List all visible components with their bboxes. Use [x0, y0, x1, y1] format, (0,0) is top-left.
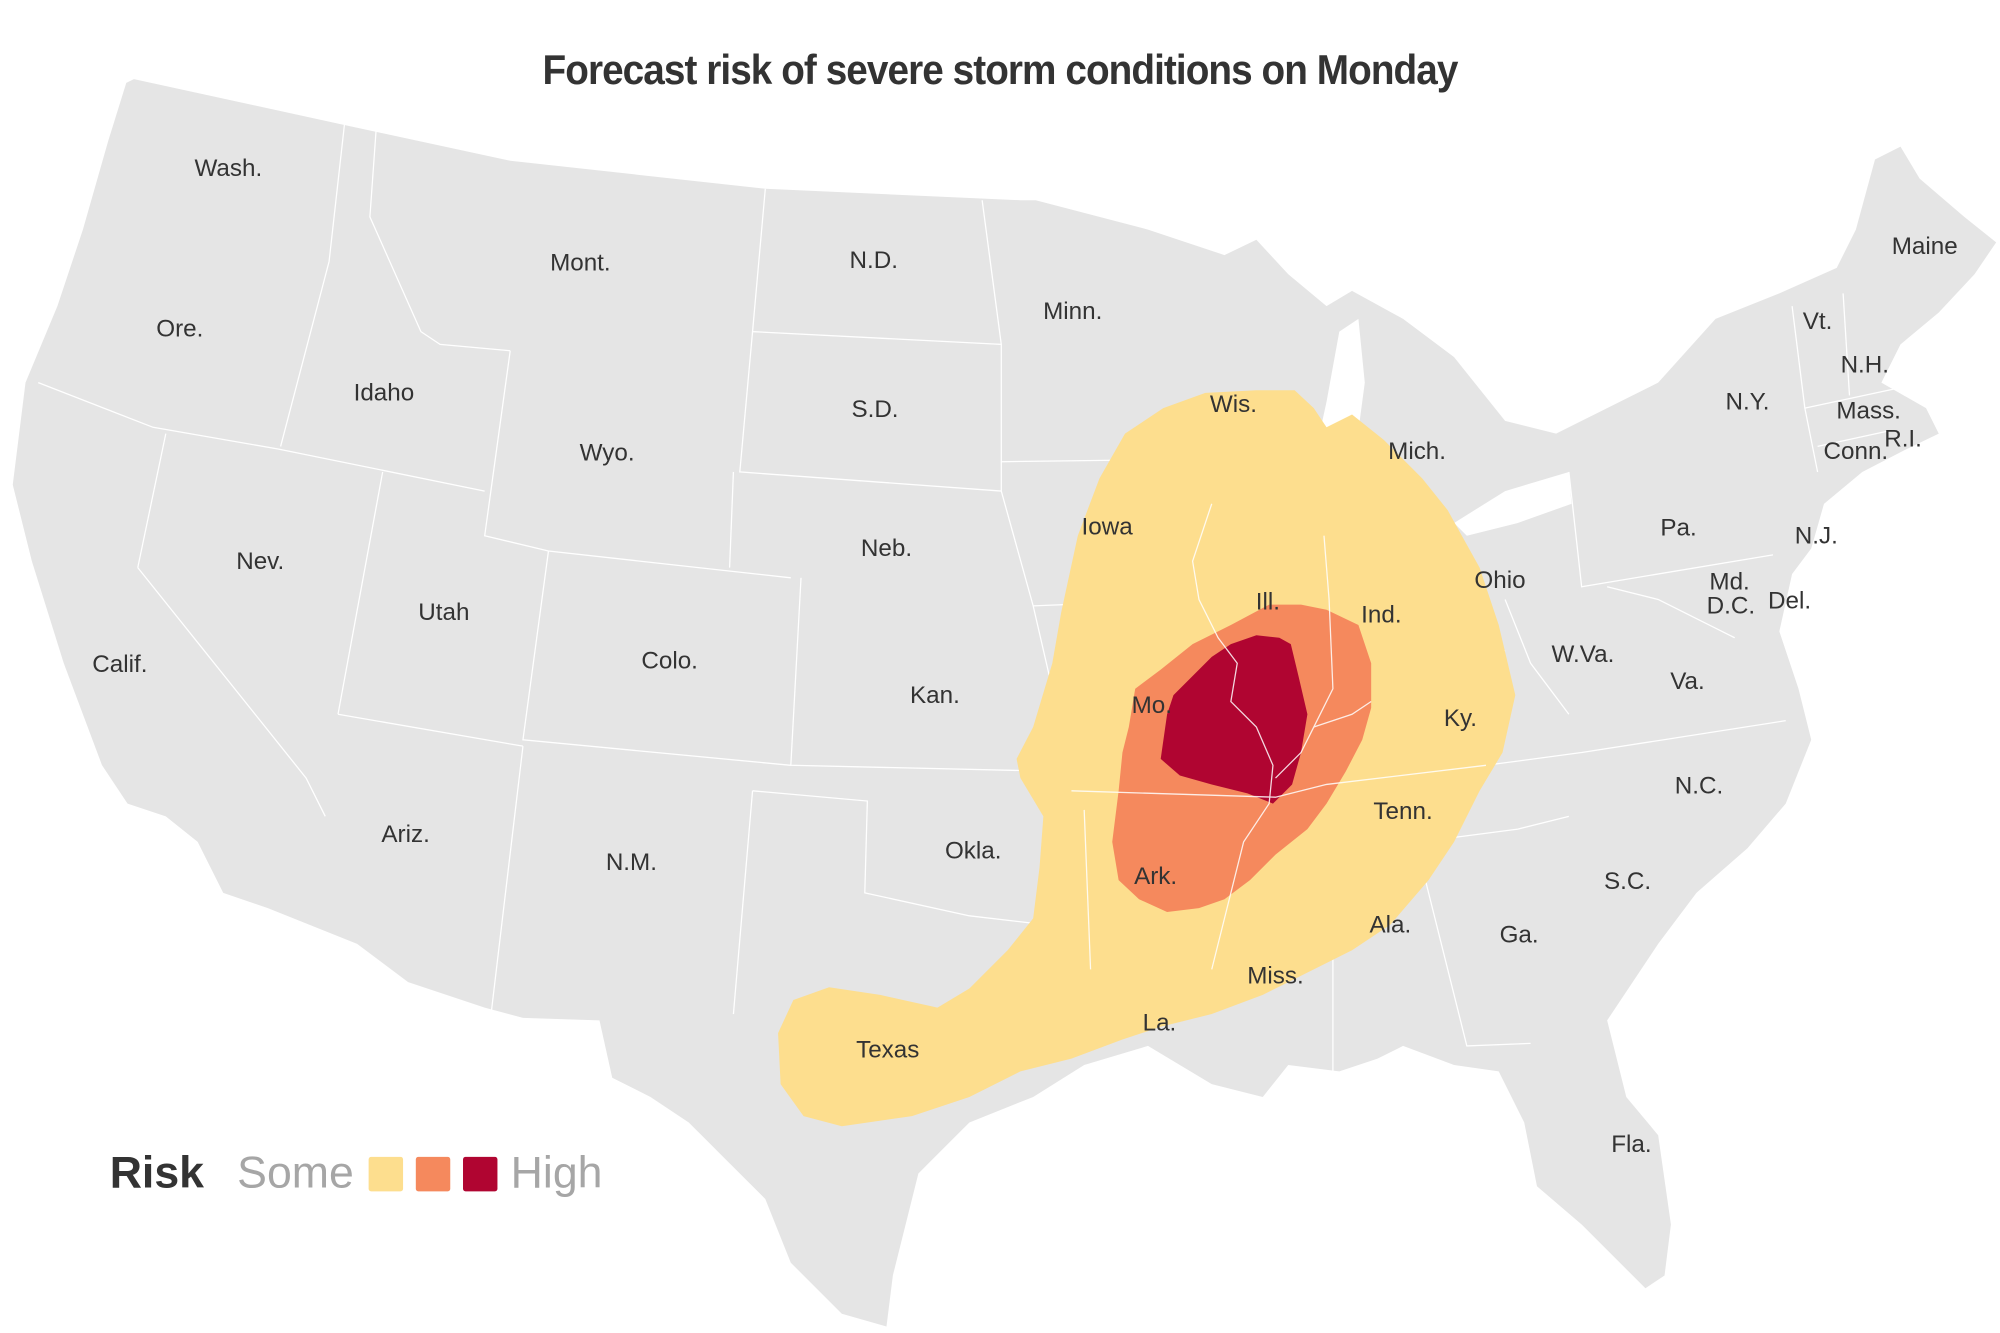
legend-swatch-medium [416, 1156, 451, 1191]
state-label: Ala. [1369, 911, 1411, 938]
legend-low-label: Some [237, 1147, 354, 1198]
state-label: Wyo. [580, 439, 635, 466]
state-label: Colo. [641, 647, 698, 674]
state-label: Md. [1709, 568, 1749, 595]
legend-high-label: High [510, 1147, 603, 1198]
risk-legend: Risk Some High [110, 1148, 603, 1199]
state-label: Ariz. [381, 821, 429, 848]
state-label: S.C. [1604, 868, 1651, 895]
state-label: Mich. [1388, 438, 1446, 465]
state-label: N.H. [1841, 351, 1889, 378]
state-label: Iowa [1082, 513, 1134, 540]
state-label: Mont. [550, 249, 611, 276]
state-label: Texas [856, 1036, 919, 1063]
us-landmass [12, 79, 1997, 1327]
state-label: Ind. [1361, 601, 1401, 628]
state-label: Kan. [910, 682, 960, 709]
state-label: Fla. [1611, 1131, 1651, 1158]
state-label: Del. [1768, 587, 1811, 614]
state-label: Nev. [236, 548, 284, 575]
state-label: Calif. [92, 651, 147, 678]
state-label: Ill. [1256, 589, 1280, 616]
state-label: Wash. [194, 155, 262, 182]
state-label: Va. [1670, 668, 1705, 695]
lake-erie-area [1454, 471, 1572, 536]
legend-title: Risk [109, 1147, 205, 1198]
chart-title: Forecast risk of severe storm conditions… [542, 45, 1459, 94]
state-label: Ga. [1500, 922, 1539, 949]
state-label: N.J. [1795, 522, 1838, 549]
state-label: S.D. [851, 396, 898, 423]
state-label: Minn. [1043, 298, 1102, 325]
legend-swatch-some [369, 1156, 404, 1191]
state-label: Ohio [1474, 567, 1525, 594]
state-label: Conn. [1824, 438, 1889, 465]
state-label: Idaho [354, 380, 415, 407]
state-labels: Wash. Ore. Calif. Idaho Nev. Mont. Wyo. Utah Ari… [92, 155, 1957, 1158]
state-label: Mo. [1132, 692, 1172, 719]
state-label: R.I. [1884, 425, 1922, 452]
state-label: Vt. [1803, 308, 1833, 335]
legend-swatch-high [463, 1156, 498, 1191]
state-label: La. [1143, 1010, 1177, 1037]
state-label: Tenn. [1373, 798, 1432, 825]
state-label: Okla. [945, 837, 1002, 864]
state-label: Neb. [861, 535, 912, 562]
state-label: Pa. [1660, 515, 1696, 542]
state-label: Utah [418, 599, 469, 626]
state-label: Ore. [156, 316, 203, 343]
state-label: Ark. [1134, 863, 1177, 890]
state-label: Wis. [1210, 391, 1257, 418]
state-label: N.C. [1675, 772, 1723, 799]
state-label: N.D. [850, 247, 898, 274]
state-label: Miss. [1247, 962, 1304, 989]
state-label: N.M. [606, 849, 657, 876]
state-label: Mass. [1836, 397, 1901, 424]
state-label: W.Va. [1552, 641, 1615, 668]
state-label: D.C. [1707, 593, 1755, 620]
state-label: N.Y. [1725, 388, 1769, 415]
state-label: Maine [1892, 233, 1958, 260]
state-label: Ky. [1444, 705, 1477, 732]
risk-borders [1071, 503, 1487, 970]
